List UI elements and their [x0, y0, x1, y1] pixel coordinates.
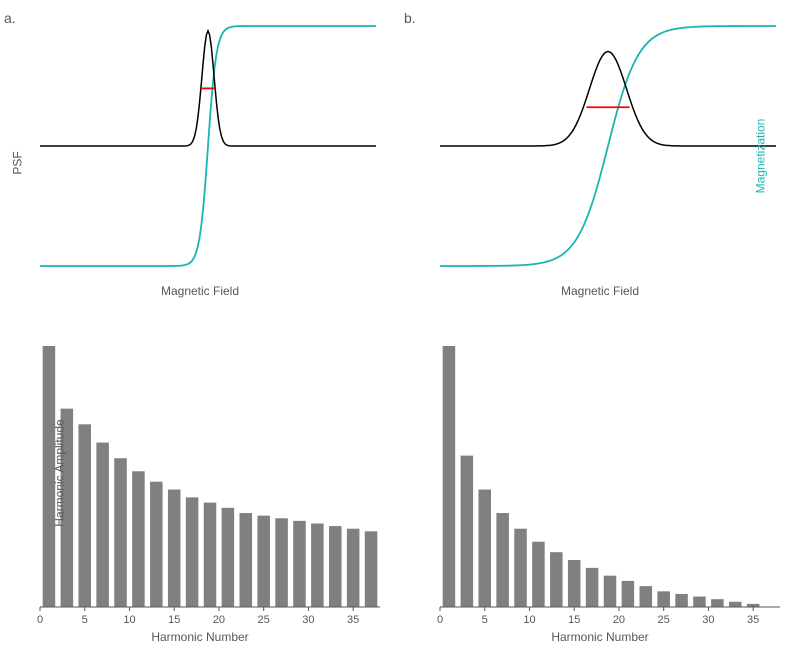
ylabel-psf-a: PSF [11, 151, 25, 174]
svg-text:10: 10 [123, 614, 135, 626]
svg-text:15: 15 [168, 614, 180, 626]
xlabel-a-top: Magnetic Field [161, 284, 239, 298]
chart-a-top [0, 0, 400, 326]
svg-text:35: 35 [747, 614, 759, 626]
ylabel-harmonic-amplitude: Harmonic Amplitude [53, 419, 67, 526]
ylabel-magnetization: Magnetization [754, 119, 768, 194]
svg-text:10: 10 [523, 614, 535, 626]
svg-text:15: 15 [568, 614, 580, 626]
svg-text:0: 0 [37, 614, 43, 626]
svg-text:5: 5 [82, 614, 88, 626]
svg-text:30: 30 [702, 614, 714, 626]
svg-text:25: 25 [258, 614, 270, 626]
panel-b-top: Magnetic Field Magnetization [400, 0, 800, 326]
xlabel-a-bottom: Harmonic Number [151, 630, 248, 644]
svg-text:30: 30 [302, 614, 314, 626]
svg-text:0: 0 [437, 614, 443, 626]
panel-a-top: PSF Magnetic Field [0, 0, 400, 326]
svg-text:35: 35 [347, 614, 359, 626]
svg-text:20: 20 [613, 614, 625, 626]
svg-text:5: 5 [482, 614, 488, 626]
panel-a-bottom: Harmonic Amplitude 0 5 10 15 20 25 30 35 Harmon… [0, 326, 400, 652]
panel-b-bottom: 0 5 10 15 20 25 30 35 Harmonic Number [400, 326, 800, 652]
xlabel-b-bottom: Harmonic Number [551, 630, 648, 644]
xlabel-b-top: Magnetic Field [561, 284, 639, 298]
figure-grid: PSF Magnetic Field Magnetic Field Magnet… [0, 0, 800, 652]
svg-text:20: 20 [213, 614, 225, 626]
chart-b-bottom: 0 5 10 15 20 25 30 35 [400, 326, 800, 652]
chart-b-top [400, 0, 800, 326]
svg-text:25: 25 [658, 614, 670, 626]
